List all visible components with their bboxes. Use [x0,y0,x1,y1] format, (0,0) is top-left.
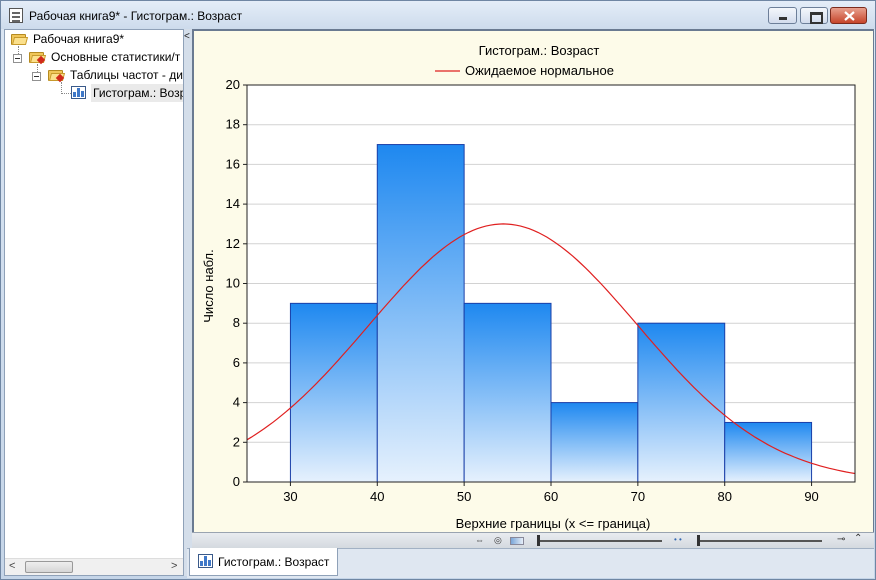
histogram-bar [463,302,552,483]
minimize-button[interactable] [768,7,797,24]
x-tick-label: 50 [457,489,471,504]
zoom-icon[interactable]: ◎ [494,535,502,545]
collapse-toggle[interactable] [32,72,41,81]
close-icon [844,11,855,21]
chart-toolbar: ⇔ ◎ • • ⊸ ⌃ [192,532,874,548]
dots-icon: • • [674,535,682,544]
x-scroll-slider[interactable] [537,540,662,542]
scrollbar-thumb[interactable] [25,561,73,573]
x-tick-label: 30 [283,489,297,504]
tree-item-label: Гистограм.: Возр [91,84,183,102]
y-tick-label: 4 [233,395,240,410]
window-title: Рабочая книга9* - Гистограм.: Возраст [29,9,243,23]
pane-splitter[interactable] [184,29,192,576]
collapse-toolbar-icon[interactable]: ⌃ [854,533,863,544]
tree-item-label: Основные статистики/т [51,50,181,64]
maximize-button[interactable] [800,7,828,24]
x-axis-label: Верхние границы (x <= граница) [456,516,651,531]
x-tick-label: 80 [717,489,731,504]
close-button[interactable] [830,7,867,24]
y-tick-label: 2 [233,434,240,449]
y-axis-label: Число набл. [201,249,216,322]
x-tick-label: 90 [804,489,818,504]
tree-horizontal-scrollbar[interactable]: < > [5,558,183,575]
y-tick-label: 0 [233,474,240,489]
zoom-slider-icon[interactable]: ⊸ [837,534,846,545]
scroll-right-icon[interactable]: > [171,560,178,572]
histogram-bar [550,402,639,483]
y-tick-label: 18 [226,117,240,132]
plot-area: 0 2 4 6 8 10 12 14 16 18 20 30 40 50 60 70 80 90 [226,77,856,504]
y-tick-label: 10 [226,276,240,291]
tab-histogram[interactable]: Гистограм.: Возраст [189,548,339,576]
folder-stats-icon [48,69,66,83]
workbook-tree[interactable]: Рабочая книга9* Основные статистики/т Та… [4,29,184,576]
y-scroll-slider[interactable] [697,540,822,542]
title-bar[interactable]: Рабочая книга9* - Гистограм.: Возраст [1,1,875,29]
tab-label: Гистограм.: Возраст [218,555,330,569]
y-tick-label: 8 [233,315,240,330]
collapse-pane-icon[interactable]: < [184,31,190,42]
scroll-left-icon[interactable]: < [9,560,16,572]
histogram-bar [724,421,813,483]
y-tick-label: 6 [233,355,240,370]
histogram-icon [198,554,213,568]
move-icon[interactable]: ⇔ [475,535,484,545]
histogram-icon [71,86,86,99]
y-tick-label: 16 [226,156,240,171]
x-tick-label: 40 [370,489,384,504]
y-tick-label: 12 [226,236,240,251]
normal-curve-line [246,223,856,475]
tree-item-label: Рабочая книга9* [33,32,125,46]
legend-label: Ожидаемое нормальное [465,63,614,78]
x-tick-label: 60 [544,489,558,504]
histogram-bar [376,144,465,483]
y-tick-label: 20 [226,77,240,92]
x-tick-label: 70 [631,489,645,504]
histogram-bar [637,322,726,483]
slider-knob[interactable] [537,535,540,546]
workbook-icon [9,8,23,23]
folder-open-icon [11,33,29,45]
color-swatch-icon[interactable] [510,537,524,545]
slider-knob[interactable] [697,535,700,546]
chart-title: Гистограм.: Возраст [479,43,600,58]
y-tick-label: 14 [226,196,240,211]
folder-stats-icon [29,51,47,65]
chart-pane[interactable]: Гистограм.: Возраст Ожидаемое нормальное… [192,29,874,549]
histogram-chart: Гистограм.: Возраст Ожидаемое нормальное… [201,43,856,531]
tree-item-label: Таблицы частот - ди [70,68,183,82]
document-tab-bar: Гистограм.: Возраст [187,548,874,578]
collapse-toggle[interactable] [13,54,22,63]
